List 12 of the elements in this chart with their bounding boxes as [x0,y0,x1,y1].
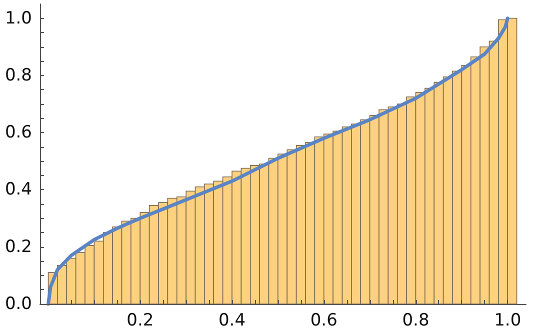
x-tick-label: 0.4 [218,310,246,330]
x-tick-label: 0.6 [310,310,338,330]
x-tick-label: 1.0 [494,310,522,330]
y-tick-label: 0.4 [4,180,32,200]
x-tick-label: 0.2 [126,310,154,330]
y-tick-label: 0.0 [4,294,32,314]
y-tick-label: 0.2 [4,236,32,257]
y-tick-label: 0.8 [4,65,32,86]
x-tick-label: 0.8 [402,310,430,330]
y-tick-label: 1.0 [4,8,32,28]
line-series [46,16,510,306]
y-tick-label: 0.6 [4,122,32,143]
